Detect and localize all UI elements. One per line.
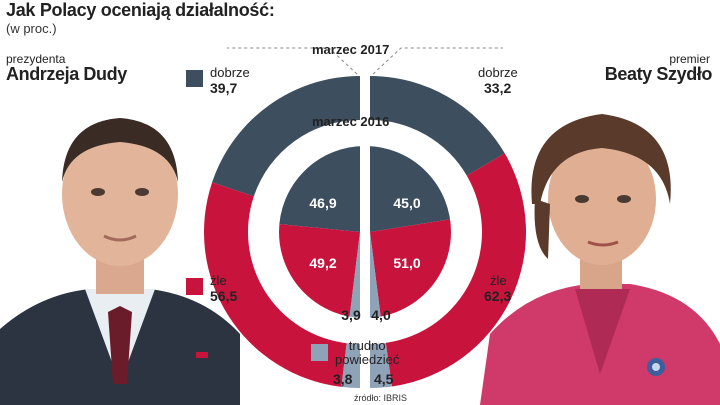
outer-ring-year-label: marzec 2017 xyxy=(312,42,390,57)
value-outer-left-trudno: 3,8 xyxy=(333,371,353,387)
wedge-inner-left-trudno xyxy=(349,232,360,318)
wedge-inner-right-trudno xyxy=(370,232,381,318)
legend-swatch-trudno xyxy=(311,344,328,361)
wedge-outer-right-zle xyxy=(385,153,526,387)
wedge-outer-left-dobrze xyxy=(212,76,360,197)
legend-swatch-zle-left xyxy=(186,278,203,295)
value-inner-right-dobrze: 45,0 xyxy=(393,195,420,211)
value-outer-left-zle: 56,5 xyxy=(210,288,238,304)
wedge-outer-left-trudno xyxy=(341,343,360,388)
value-inner-right-trudno: 4,0 xyxy=(371,307,391,323)
left-person-name: Andrzeja Dudy xyxy=(6,64,127,84)
wedge-outer-right-trudno xyxy=(370,342,392,388)
legend-label-dobrze-left: dobrze xyxy=(210,65,250,80)
ring-separator xyxy=(253,120,477,344)
legend-label-dobrze-right: dobrze xyxy=(478,65,518,80)
leader-line-left xyxy=(227,47,358,75)
wedge-inner-left-dobrze xyxy=(274,146,360,232)
legend-swatch-dobrze-left xyxy=(186,70,203,87)
legend-label-zle-left: źle xyxy=(210,273,227,288)
wedge-inner-right-zle xyxy=(370,218,456,318)
source-note: źródło: IBRIS xyxy=(354,393,408,403)
right-person-name: Beaty Szydło xyxy=(604,64,713,84)
value-outer-right-dobrze: 33,2 xyxy=(484,80,512,96)
left-portrait xyxy=(0,84,240,405)
value-inner-left-zle: 49,2 xyxy=(309,255,336,271)
right-portrait xyxy=(480,84,720,405)
value-inner-left-dobrze: 46,9 xyxy=(309,195,336,211)
donut-chart: 46,9 45,0 49,2 51,0 3,9 4,0 xyxy=(203,47,526,388)
left-person-role: prezydenta xyxy=(6,52,66,66)
value-outer-left-dobrze: 39,7 xyxy=(210,80,238,96)
value-inner-left-trudno: 3,9 xyxy=(341,307,361,323)
wedge-outer-left-zle xyxy=(203,182,347,387)
value-outer-right-zle: 62,3 xyxy=(484,288,512,304)
value-inner-right-zle: 51,0 xyxy=(393,255,420,271)
page-title: Jak Polacy oceniają działalność: xyxy=(6,0,275,20)
wedge-inner-left-zle xyxy=(274,223,360,318)
leader-line-right xyxy=(372,47,503,75)
legend-label-zle-right: źle xyxy=(490,273,507,288)
inner-ring-year-label: marzec 2016 xyxy=(312,114,390,129)
wedge-outer-right-dobrze xyxy=(370,76,505,176)
wedge-inner-right-dobrze xyxy=(370,146,455,232)
page-subtitle: (w proc.) xyxy=(6,21,57,36)
right-person-role: premier xyxy=(669,52,710,66)
value-outer-right-trudno: 4,5 xyxy=(374,371,394,387)
legend-label-trudno: trudno powiedzieć xyxy=(335,338,400,367)
